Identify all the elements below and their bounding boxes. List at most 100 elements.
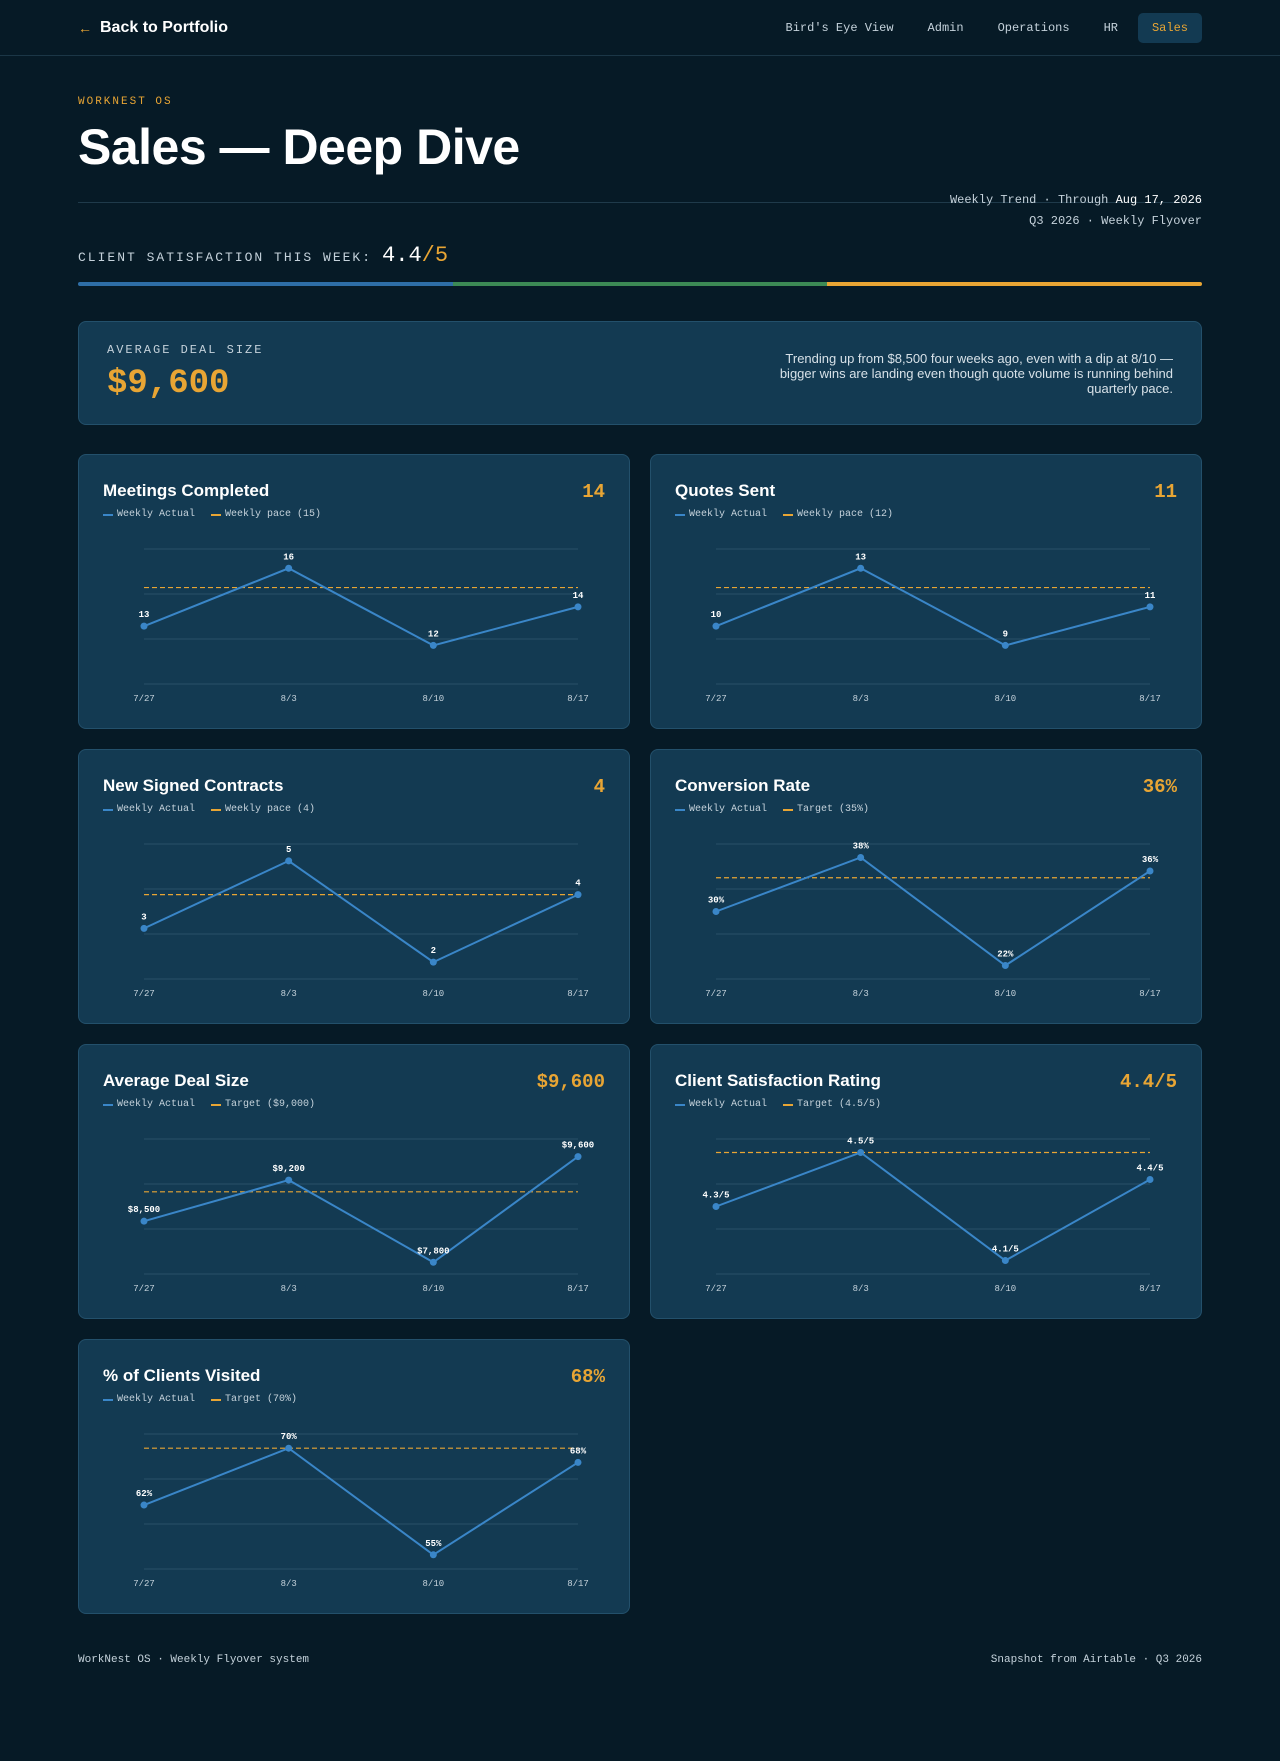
data-label: 30% — [708, 896, 725, 906]
legend-actual-swatch — [675, 513, 685, 516]
data-point — [429, 641, 437, 649]
x-tick-label: 8/17 — [1139, 694, 1161, 704]
back-label: Back to Portfolio — [100, 18, 229, 36]
data-point — [857, 564, 865, 572]
x-tick-label: 8/3 — [281, 694, 297, 704]
csat-bar-segment-2 — [452, 282, 828, 286]
x-tick-label: 8/17 — [567, 989, 589, 999]
nav-admin[interactable]: Admin — [927, 20, 964, 35]
x-tick-label: 8/17 — [567, 1579, 589, 1589]
nav-sales[interactable]: Sales — [1137, 12, 1202, 43]
back-to-portfolio-link[interactable]: ← Back to Portfolio — [78, 19, 228, 37]
card-current-value: 11 — [1154, 481, 1177, 503]
page-header: WORKNEST OS Sales — Deep Dive Weekly Tre… — [0, 56, 1280, 228]
data-point — [429, 1551, 437, 1559]
csat-value: 4.4/5 — [382, 243, 448, 268]
data-label: 2 — [431, 946, 436, 956]
legend-target: Weekly pace (15) — [211, 509, 321, 520]
csat-line: CLIENT SATISFACTION THIS WEEK: 4.4/5 — [78, 243, 1202, 268]
data-point — [574, 891, 582, 899]
data-label: 4.5/5 — [847, 1137, 874, 1147]
card-current-value: $9,600 — [536, 1071, 605, 1093]
data-point — [574, 1153, 582, 1161]
nav-operations[interactable]: Operations — [997, 20, 1070, 35]
x-tick-label: 7/27 — [133, 1284, 155, 1294]
card-header: Conversion Rate 36% — [675, 776, 1177, 798]
data-point — [285, 1444, 293, 1452]
line-chart: 3 7/27 5 8/3 2 8/10 4 8/17 — [133, 843, 589, 999]
data-point — [285, 857, 293, 865]
data-label: 4.4/5 — [1136, 1164, 1163, 1174]
card-title: New Signed Contracts — [103, 776, 284, 795]
data-point — [1146, 867, 1154, 875]
legend-target-swatch — [783, 808, 794, 811]
x-tick-label: 7/27 — [133, 989, 155, 999]
chart-card-of-clients-visited: % of Clients Visited 68% Weekly Actual Targ… — [78, 1339, 630, 1614]
data-label: $9,600 — [562, 1141, 594, 1151]
eyebrow: WORKNEST OS — [78, 96, 173, 108]
x-tick-label: 7/27 — [705, 989, 727, 999]
card-current-value: 68% — [570, 1366, 605, 1388]
line-chart: 62% 7/27 70% 8/3 55% 8/10 68% 8/17 — [133, 1432, 589, 1589]
legend-actual-label: Weekly Actual — [117, 1394, 196, 1405]
card-current-value: 14 — [582, 481, 605, 503]
line-chart: 13 7/27 16 8/3 12 8/10 14 8/17 — [133, 548, 589, 704]
data-label: 3 — [141, 912, 146, 922]
data-point — [574, 1458, 582, 1466]
x-tick-label: 8/17 — [567, 1284, 589, 1294]
x-tick-label: 8/17 — [1139, 989, 1161, 999]
legend-target-label: Target (4.5/5) — [797, 1099, 882, 1110]
chart-legend: Weekly Actual Target ($9,000) — [103, 1099, 605, 1110]
data-label: 38% — [853, 842, 870, 852]
legend-target: Target (70%) — [211, 1394, 297, 1405]
chart-legend: Weekly Actual Target (4.5/5) — [675, 1099, 1177, 1110]
card-title: Average Deal Size — [103, 1071, 249, 1090]
arrow-left-icon: ← — [78, 19, 92, 36]
data-label: $9,200 — [272, 1164, 304, 1174]
x-tick-label: 8/3 — [281, 1579, 297, 1589]
chart-card-meetings-completed: Meetings Completed 14 Weekly Actual Weekly … — [78, 454, 630, 729]
legend-actual-swatch — [103, 808, 113, 811]
legend-target: Target ($9,000) — [211, 1099, 315, 1110]
series-line-weekly-actual — [143, 1447, 579, 1557]
csat-bar-segment-1 — [78, 282, 453, 286]
data-label: 4.1/5 — [992, 1245, 1019, 1255]
legend-actual-swatch — [103, 1103, 113, 1106]
line-chart: 10 7/27 13 8/3 9 8/10 11 8/17 — [705, 548, 1161, 704]
x-tick-label: 7/27 — [133, 694, 155, 704]
meta-line-2: Q3 2026 · Weekly Flyover — [1029, 214, 1202, 228]
page-title: Sales — Deep Dive — [78, 119, 520, 175]
legend-actual-label: Weekly Actual — [689, 1099, 768, 1110]
legend-target-swatch — [783, 513, 794, 516]
data-point — [429, 958, 437, 966]
data-point — [140, 1501, 148, 1509]
csat-section: CLIENT SATISFACTION THIS WEEK: 4.4/5 — [0, 203, 1280, 286]
card-title: Client Satisfaction Rating — [675, 1071, 881, 1090]
data-label: 9 — [1003, 629, 1008, 639]
card-header: Average Deal Size $9,600 — [103, 1071, 605, 1093]
data-point — [140, 1217, 148, 1225]
data-point — [285, 564, 293, 572]
csat-bar — [78, 282, 1202, 286]
top-bar: ← Back to Portfolio Bird's Eye View Admi… — [0, 0, 1280, 56]
legend-actual: Weekly Actual — [103, 804, 195, 815]
legend-target-label: Weekly pace (12) — [797, 509, 894, 520]
legend-actual-swatch — [675, 1103, 685, 1106]
legend-actual-swatch — [675, 808, 685, 811]
nav-hr[interactable]: HR — [1103, 20, 1118, 35]
data-point — [712, 622, 720, 630]
data-point — [1146, 1176, 1154, 1183]
legend-target-swatch — [211, 1398, 222, 1401]
nav-birds-eye-view[interactable]: Bird's Eye View — [785, 20, 894, 35]
card-header: New Signed Contracts 4 — [103, 776, 605, 798]
card-header: Client Satisfaction Rating 4.4/5 — [675, 1071, 1177, 1093]
line-chart: 4.3/5 7/27 4.5/5 8/3 4.1/5 8/10 4.4/5 8/17 — [702, 1137, 1163, 1295]
legend-actual: Weekly Actual — [103, 1394, 195, 1405]
legend-actual: Weekly Actual — [103, 509, 195, 520]
data-point — [1001, 1257, 1009, 1264]
data-label: 4.3/5 — [702, 1191, 729, 1201]
legend-actual-label: Weekly Actual — [689, 804, 768, 815]
card-header: Quotes Sent 11 — [675, 481, 1177, 503]
legend-actual-swatch — [103, 1398, 113, 1401]
chart-grid: Meetings Completed 14 Weekly Actual Weekly … — [78, 454, 1202, 1614]
